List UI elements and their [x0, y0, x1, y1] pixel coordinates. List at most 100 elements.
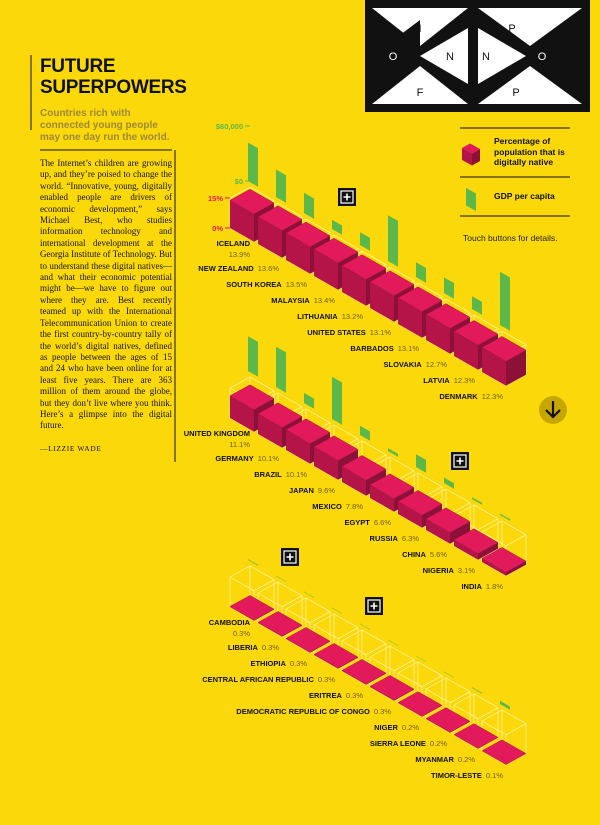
gdp-bar: [472, 296, 482, 315]
category-label: LITHUANIA: [297, 312, 338, 321]
value-label: 0.3%: [374, 707, 391, 716]
category-label: NEW ZEALAND: [198, 264, 254, 273]
logo-letter: O: [389, 51, 398, 63]
value-label: 12.7%: [426, 360, 448, 369]
gdp-bar: [360, 623, 370, 630]
cube-face: [506, 561, 526, 576]
category-label: SLOVAKIA: [384, 360, 423, 369]
detail-button[interactable]: [365, 597, 383, 615]
label: SOUTH KOREA 13.5%: [226, 280, 307, 289]
scroll-down-button[interactable]: [539, 396, 567, 424]
label: SIERRA LEONE 0.2%: [370, 739, 447, 748]
category-label: GERMANY: [215, 454, 253, 463]
gdp-bar: [276, 169, 286, 203]
category-label: ETHIOPIA: [250, 659, 286, 668]
gdp-bar: [332, 219, 342, 235]
value-label: 13.1%: [370, 328, 392, 337]
cube-face: [398, 297, 422, 338]
cube-face: [313, 643, 359, 669]
value-label: 12.3%: [482, 392, 504, 401]
cube: [453, 528, 499, 560]
value-label: 1.8%: [486, 582, 503, 591]
category-label: CENTRAL AFRICAN REPUBLIC: [202, 675, 314, 684]
cube: [369, 675, 415, 701]
gdp-bar: [500, 271, 510, 331]
cube: [481, 547, 527, 576]
logo-letter: N: [446, 51, 454, 63]
label: MEXICO 7.8%: [312, 502, 363, 511]
value-label: 9.6%: [318, 486, 335, 495]
detail-button[interactable]: [451, 452, 469, 470]
gdp-bar: [304, 591, 314, 598]
value-label: 6.6%: [374, 518, 391, 527]
category-label: TIMOR-LESTE: [431, 771, 482, 780]
cube: [481, 336, 527, 386]
cube-face: [481, 739, 527, 765]
byline: —LIZZIE WADE: [40, 444, 102, 453]
cube-face: [397, 490, 443, 516]
cube-face: [482, 347, 506, 386]
legend-swatch: [466, 188, 476, 211]
label: INDIA 1.8%: [461, 582, 503, 591]
cube-face: [369, 473, 415, 499]
gdp-bar: [388, 448, 398, 457]
cube-face: [481, 336, 527, 362]
category-label: LIBERIA: [228, 643, 259, 652]
value-label: 7.8%: [346, 502, 363, 511]
label: RUSSIA 6.3%: [370, 534, 420, 543]
value-label: 13.1%: [398, 344, 420, 353]
cube: [425, 507, 471, 544]
value-label: 0.3%: [346, 691, 363, 700]
detail-button[interactable]: [338, 188, 356, 206]
cube-face: [398, 501, 422, 528]
cube-face: [314, 446, 338, 480]
cube-face: [506, 350, 526, 386]
label: LITHUANIA 13.2%: [297, 312, 363, 321]
cube-face: [397, 691, 443, 717]
title: FUTURE SUPERPOWERS: [40, 56, 187, 98]
gdp-bar: [472, 497, 482, 505]
label: MYANMAR 0.2%: [415, 755, 475, 764]
gdp-bar: [304, 392, 314, 409]
cube-face: [286, 233, 310, 274]
cube-face: [342, 466, 366, 496]
cube-face: [370, 484, 394, 512]
cube-face: [425, 507, 471, 533]
label: ETHIOPIA 0.3%: [250, 659, 307, 668]
gdp-bar: [248, 559, 258, 566]
gdp-bar: [472, 687, 482, 694]
gdp-bar: [304, 192, 314, 219]
cube-face: [453, 723, 499, 749]
label: TIMOR-LESTE 0.1%: [431, 771, 503, 780]
logo-letter: O: [538, 51, 547, 63]
legend-label: Percentage of population that is digital…: [494, 136, 565, 167]
category-label: INDIA: [461, 582, 482, 591]
label: JAPAN 9.6%: [289, 486, 335, 495]
category-label: NIGERIA: [423, 566, 455, 575]
cube-face: [397, 286, 443, 312]
category-label: EGYPT: [344, 518, 370, 527]
detail-button[interactable]: [281, 548, 299, 566]
value-label: 12.3%: [454, 376, 476, 385]
category-label: BRAZIL: [254, 470, 282, 479]
label: NIGERIA 3.1%: [423, 566, 476, 575]
gdp-bar: [248, 336, 258, 377]
legend-swatch: [462, 143, 480, 154]
category-label: UNITED STATES: [307, 328, 365, 337]
category-label: MEXICO: [312, 502, 342, 511]
cube: [229, 595, 275, 621]
logo: I P O N N O F P: [365, 0, 590, 112]
chart: 0% 15% $0 $60,000 ICELAND 13.9% NEW ZEALAND 13.…: [184, 122, 527, 780]
value-label: 0.3%: [290, 659, 307, 668]
label: CHINA 5.6%: [402, 550, 447, 559]
cube-face: [341, 254, 387, 280]
label: EGYPT 6.6%: [344, 518, 391, 527]
y-tick-label: 0%: [212, 224, 223, 233]
cube-face: [426, 518, 450, 544]
category-label: BARBADOS: [350, 344, 393, 353]
value-label: 0.1%: [486, 771, 503, 780]
category-label: CAMBODIA: [209, 618, 251, 627]
cube: [341, 659, 387, 685]
category-label: SOUTH KOREA: [226, 280, 282, 289]
